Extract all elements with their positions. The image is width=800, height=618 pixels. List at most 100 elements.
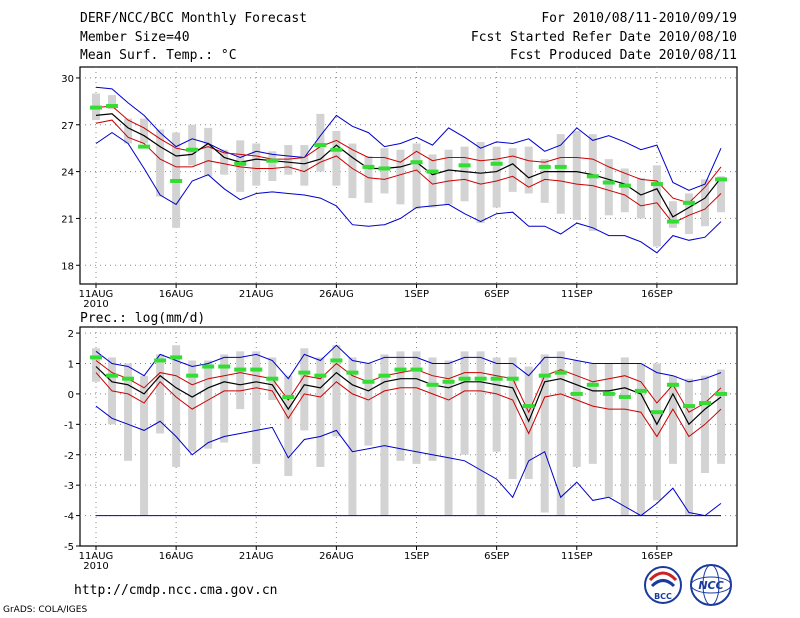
spread-box <box>556 351 565 516</box>
started-refer-date: Fcst Started Refer Date 2010/08/10 <box>470 30 737 45</box>
spread-box <box>556 134 565 214</box>
y-tick-label: 0 <box>68 390 74 401</box>
spread-box <box>524 146 533 194</box>
spread-box <box>668 375 677 464</box>
spread-box <box>380 354 389 516</box>
x-tick-label: 16SEP <box>641 551 672 562</box>
spread-box <box>364 363 373 446</box>
spread-box <box>188 360 197 452</box>
member-mark <box>410 160 423 165</box>
spread-box <box>492 357 501 452</box>
member-mark <box>234 161 247 166</box>
series-line-q_low <box>95 119 722 224</box>
member-mark <box>154 358 167 363</box>
member-mark <box>346 370 359 375</box>
member-mark <box>506 376 519 381</box>
plot-frame <box>79 326 738 547</box>
series-line-q_high <box>95 360 722 414</box>
member-mark <box>282 394 295 399</box>
produced-date: Fcst Produced Date 2010/08/11 <box>510 48 737 63</box>
member-mark <box>682 404 695 409</box>
spread-box <box>364 155 373 203</box>
spread-box <box>508 148 517 192</box>
member-mark <box>106 373 119 378</box>
spread-box <box>604 363 613 498</box>
member-mark <box>458 376 471 381</box>
spread-box <box>252 351 261 464</box>
spread-box <box>460 351 469 455</box>
variable-label: Mean Surf. Temp.: °C <box>80 48 237 63</box>
member-mark <box>570 391 583 396</box>
spread-box <box>380 148 389 194</box>
member-mark <box>362 379 375 384</box>
spread-box <box>140 118 149 144</box>
member-mark <box>266 376 279 381</box>
spread-box <box>124 118 133 144</box>
spread-box <box>316 357 325 467</box>
x-tick-label: 16AUG <box>159 289 194 300</box>
x-tick-label: 26AUG <box>319 289 354 300</box>
y-tick-label: 1 <box>68 360 74 371</box>
member-mark <box>522 404 535 409</box>
spread-box <box>284 375 293 477</box>
member-mark <box>458 163 471 168</box>
x-tick-year: 2010 <box>83 561 108 572</box>
member-mark <box>586 382 599 387</box>
spread-box <box>620 357 629 516</box>
member-mark <box>170 355 183 360</box>
spread-box <box>428 357 437 461</box>
x-tick-label: 6SEP <box>484 551 509 562</box>
member-mark <box>234 367 247 372</box>
spread-box <box>620 168 629 213</box>
spread-box <box>717 176 725 213</box>
member-mark <box>602 180 615 185</box>
spread-box <box>236 351 245 410</box>
member-mark <box>538 373 551 378</box>
member-mark <box>698 401 711 406</box>
member-mark <box>490 161 503 166</box>
spread-box <box>652 165 661 247</box>
spread-box <box>476 141 485 224</box>
spread-box <box>444 149 453 205</box>
spread-box <box>172 345 181 467</box>
x-tick-label: 11AUG <box>79 551 114 562</box>
member-mark <box>715 177 727 182</box>
member-mark <box>186 373 199 378</box>
member-mark <box>378 373 391 378</box>
footer-url[interactable]: http://cmdp.ncc.cma.gov.cn <box>74 583 278 598</box>
spread-box <box>636 177 645 219</box>
member-mark <box>186 147 199 152</box>
plot-frame <box>79 66 738 285</box>
forecast-period: For 2010/08/11-2010/09/19 <box>541 11 737 26</box>
x-tick-label: 26AUG <box>319 551 354 562</box>
spread-box <box>572 360 581 467</box>
spread-box <box>717 369 725 464</box>
member-mark <box>602 391 615 396</box>
member-mark <box>394 367 407 372</box>
spread-box <box>684 193 693 235</box>
member-mark <box>715 391 727 396</box>
y-tick-label: -1 <box>64 420 74 431</box>
spread-box <box>428 154 437 208</box>
spread-box <box>540 159 549 203</box>
y-tick-label: -2 <box>64 451 74 462</box>
x-tick-label: 11AUG <box>79 289 114 300</box>
y-tick-label: 18 <box>61 261 74 272</box>
spread-box <box>252 143 261 186</box>
series-line-max <box>95 86 722 191</box>
spread-box <box>268 151 277 181</box>
y-tick-label: 2 <box>68 329 74 340</box>
member-mark <box>442 379 455 384</box>
member-mark <box>410 367 423 372</box>
y-tick-label: -3 <box>64 481 74 492</box>
member-size: Member Size=40 <box>80 30 190 45</box>
member-mark <box>90 355 102 360</box>
member-mark <box>170 178 183 183</box>
spread-box <box>508 357 517 480</box>
x-tick-label: 1SEP <box>404 551 429 562</box>
series-line-max <box>95 344 722 383</box>
member-mark <box>666 219 679 224</box>
spread-box <box>348 357 357 516</box>
member-mark <box>90 105 102 110</box>
member-mark <box>650 182 663 187</box>
